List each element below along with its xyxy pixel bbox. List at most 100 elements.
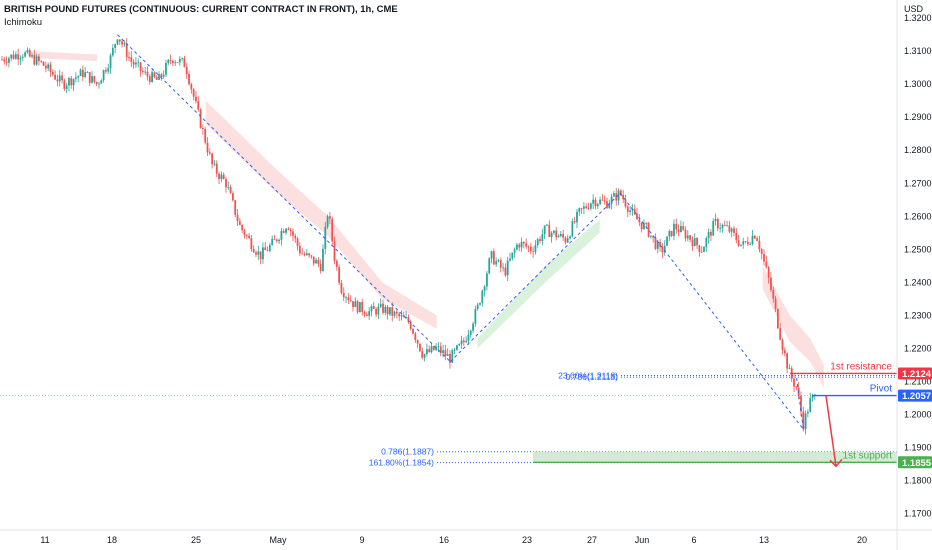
candle-body — [8, 58, 10, 63]
candle-body — [109, 55, 112, 69]
candle-body — [492, 251, 495, 265]
candle-body — [412, 328, 414, 334]
candle-body — [449, 354, 451, 363]
candle-body — [229, 187, 232, 194]
level-label: 1st support — [843, 450, 893, 461]
candle-body — [684, 229, 687, 239]
candle-body — [123, 43, 126, 45]
candle-body — [760, 249, 763, 254]
trendline[interactable] — [449, 192, 621, 362]
candle-body — [592, 199, 595, 204]
candle-body — [100, 80, 103, 84]
candle-body — [409, 321, 412, 329]
candle-body — [414, 333, 417, 341]
candle-body — [746, 241, 749, 245]
candle-body — [421, 351, 424, 358]
candle-body — [495, 261, 498, 265]
candle-body — [3, 59, 6, 62]
candle-body — [710, 231, 712, 236]
candle-body — [539, 239, 541, 242]
candle-body — [12, 54, 15, 59]
candle-body — [786, 353, 789, 369]
candle-body — [365, 314, 368, 316]
candle-body — [79, 69, 82, 77]
candle-body — [580, 208, 583, 209]
candle-body — [139, 62, 142, 72]
candle-body — [800, 395, 802, 412]
candle-body — [576, 211, 578, 223]
candle-body — [587, 207, 590, 209]
candle-body — [666, 236, 668, 246]
candle-body — [486, 273, 488, 287]
candle-body — [804, 413, 807, 430]
candle-body — [705, 238, 708, 247]
candle-body — [155, 77, 158, 80]
candle-body — [190, 84, 193, 90]
candle-body — [236, 214, 239, 222]
candles — [1, 38, 816, 435]
candle-body — [312, 256, 315, 264]
candle-body — [222, 174, 225, 180]
trendline[interactable] — [796, 378, 804, 430]
candle-body — [469, 330, 472, 335]
candle-body — [61, 75, 63, 81]
candle-body — [95, 81, 98, 84]
price-tag — [898, 389, 932, 402]
candle-body — [386, 306, 389, 315]
candle-body — [677, 229, 680, 233]
candle-body — [33, 55, 36, 65]
candle-body — [377, 306, 380, 315]
candle-body — [354, 301, 357, 308]
candle-body — [513, 249, 516, 253]
y-tick-label: 1.2000 — [904, 409, 932, 419]
candle-body — [811, 395, 814, 399]
candle-body — [779, 328, 782, 340]
candle-body — [384, 306, 387, 313]
candle-body — [506, 260, 509, 276]
candle-body — [589, 203, 592, 209]
candle-body — [439, 346, 442, 354]
candle-body — [24, 52, 26, 57]
y-tick-label: 1.1900 — [904, 442, 932, 452]
candle-body — [617, 190, 620, 201]
candle-body — [220, 174, 223, 180]
candle-body — [476, 304, 479, 310]
candle-body — [93, 76, 96, 82]
candle-body — [278, 239, 280, 242]
candle-body — [171, 60, 174, 64]
candle-body — [44, 65, 47, 69]
candle-body — [238, 221, 241, 226]
candle-body — [407, 316, 410, 322]
candle-body — [479, 303, 481, 305]
x-tick-label: May — [269, 535, 287, 545]
candle-body — [511, 252, 514, 259]
candle-body — [199, 109, 202, 128]
candle-body — [329, 216, 331, 219]
candle-body — [162, 74, 165, 77]
candle-body — [287, 228, 290, 230]
candle-body — [234, 200, 237, 215]
y-tick-label: 1.2500 — [904, 244, 932, 254]
indicator-label[interactable]: Ichimoku — [4, 17, 43, 28]
y-tick-label: 1.2800 — [904, 145, 932, 155]
x-tick-label: Jun — [635, 535, 650, 545]
candle-body — [474, 309, 477, 324]
fib-label: 23.60%(1.2118) — [558, 370, 618, 380]
candle-body — [257, 251, 260, 255]
ichimoku-cloud — [29, 51, 824, 389]
trendline[interactable] — [619, 192, 804, 430]
x-tick-label: 23 — [522, 535, 532, 545]
candle-body — [661, 246, 664, 253]
candle-body — [444, 350, 447, 356]
price-tag — [898, 367, 932, 380]
candle-body — [548, 224, 551, 238]
candle-body — [453, 349, 456, 351]
support-zone — [533, 451, 897, 463]
candle-body — [49, 64, 52, 72]
candle-body — [102, 70, 105, 81]
candle-body — [656, 241, 659, 249]
candle-body — [573, 221, 576, 223]
y-tick-label: 1.2900 — [904, 112, 932, 122]
